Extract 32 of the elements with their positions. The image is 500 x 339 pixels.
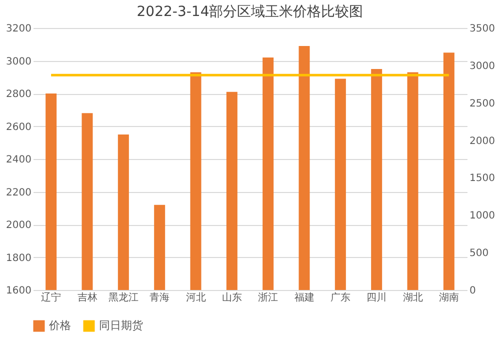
y-tick-label: 2400 <box>6 154 32 166</box>
y2-tick-label: 3000 <box>470 60 495 72</box>
y2-tick-label: 2500 <box>470 98 495 110</box>
x-tick-label: 湖北 <box>402 292 423 304</box>
y-tick-label: 2800 <box>6 89 32 100</box>
y-tick-label: 2600 <box>6 122 32 133</box>
x-tick-label: 福建 <box>294 292 314 304</box>
y2-tick-label: 3500 <box>470 24 495 34</box>
y2-tick-label: 500 <box>470 248 489 260</box>
y-tick-label: 2200 <box>6 187 32 198</box>
y2-tick-label: 2000 <box>470 136 495 147</box>
y2-tick-label: 0 <box>470 286 476 296</box>
x-tick-label: 山东 <box>222 292 242 304</box>
y-tick-label: 1800 <box>6 252 32 264</box>
x-tick-label: 青海 <box>150 292 170 304</box>
x-tick-label: 黑龙江 <box>108 292 138 304</box>
x-tick-label: 四川 <box>366 292 387 304</box>
y-tick-label: 3000 <box>6 56 32 68</box>
chart-title: 2022-3-14部分区域玉米价格比较图 <box>136 4 364 20</box>
y2-tick-label: 1500 <box>470 173 495 184</box>
x-tick-label: 湖南 <box>438 292 459 304</box>
y-tick-label: 3200 <box>6 24 32 34</box>
x-tick-label: 广东 <box>330 292 350 304</box>
x-tick-label: 河北 <box>186 292 206 304</box>
legend-label: 价格 <box>48 319 71 332</box>
x-tick-label: 吉林 <box>77 292 98 304</box>
y-tick-label: 2000 <box>6 220 32 231</box>
x-tick-label: 辽宁 <box>41 292 62 304</box>
legend-label: 同日期货 <box>99 319 143 332</box>
y2-tick-label: 1000 <box>470 210 495 222</box>
y-tick-label: 1600 <box>6 286 32 296</box>
x-tick-label: 浙江 <box>258 292 278 304</box>
